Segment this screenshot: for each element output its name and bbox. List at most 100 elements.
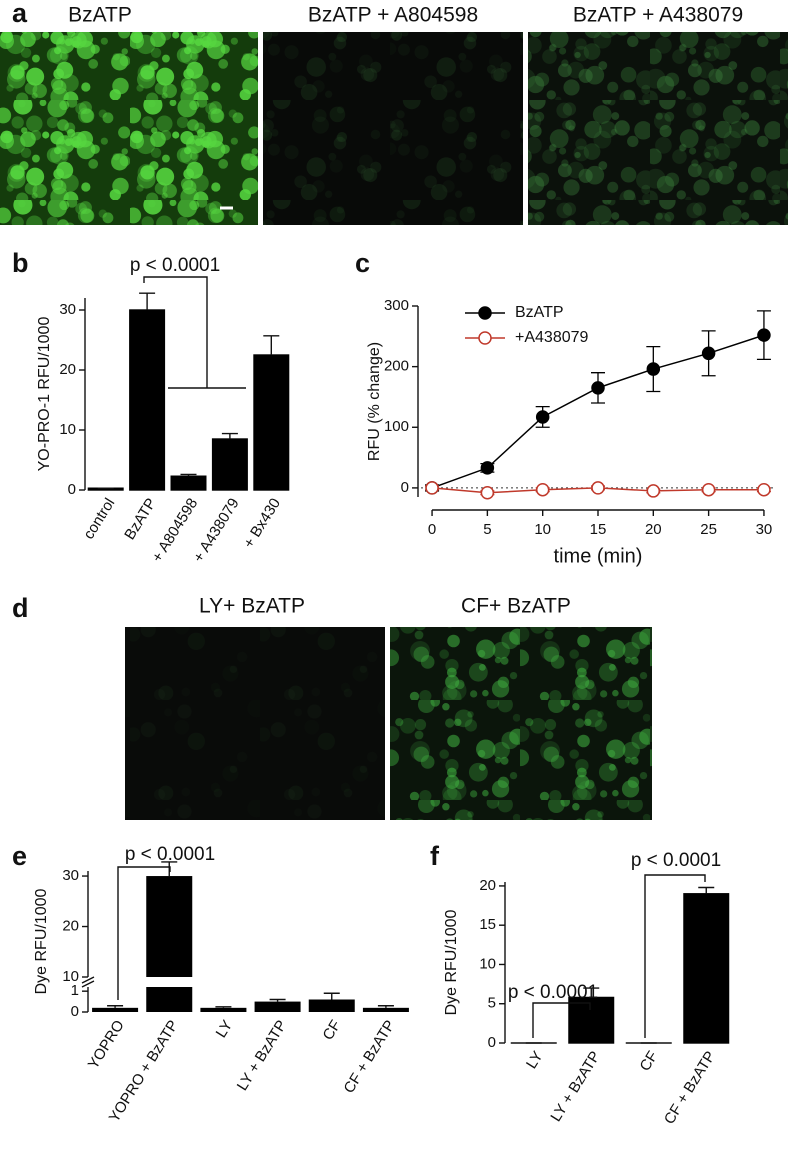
y-tick-label: 0	[401, 479, 409, 496]
x-tick-label: + Bx430	[240, 495, 284, 551]
x-tick-label: 20	[645, 521, 662, 538]
error-bar	[107, 1005, 124, 1008]
y-axis-label: YO-PRO-1 RFU/1000	[36, 317, 53, 472]
x-tick-label: CF + BzATP	[661, 1048, 719, 1127]
legend-marker	[478, 306, 492, 320]
error-bar	[583, 987, 600, 998]
x-tick-label: CF	[636, 1048, 661, 1074]
error-bar	[161, 861, 178, 877]
bar	[211, 438, 248, 491]
y-tick-label: 20	[59, 361, 76, 378]
y-axis-label: RFU (% change)	[366, 342, 383, 461]
panel-label: a	[12, 0, 28, 28]
error-bar	[377, 1005, 394, 1008]
error-bar	[221, 432, 238, 439]
y-tick-label: 20	[479, 877, 496, 894]
micrograph	[0, 32, 258, 225]
micrograph	[125, 627, 385, 820]
y-tick-label: 100	[384, 418, 409, 435]
x-tick-label: 30	[756, 521, 773, 538]
x-tick-label: LY	[523, 1048, 547, 1072]
y-tick-label: 30	[59, 301, 76, 318]
image-caption: BzATP + A438079	[573, 4, 743, 27]
y-tick-label: 0	[71, 1003, 79, 1020]
bracket	[532, 1002, 591, 1038]
marker	[757, 328, 771, 342]
bar	[253, 354, 290, 491]
y-tick-label: 10	[59, 421, 76, 438]
image-caption: BzATP + A804598	[308, 4, 478, 27]
error-bar	[180, 473, 197, 477]
bar	[683, 893, 730, 1044]
y-tick-label: 10	[479, 955, 496, 972]
error-bar	[698, 886, 715, 894]
marker	[480, 486, 495, 500]
legend-label: +A438079	[515, 329, 589, 346]
panel-label: f	[430, 841, 440, 871]
micrograph	[263, 32, 523, 225]
marker	[701, 482, 716, 497]
x-tick-label: 15	[590, 521, 607, 538]
legend-label: BzATP	[515, 304, 564, 321]
x-tick-label: CF	[319, 1017, 344, 1043]
y-tick-label: 30	[62, 867, 79, 884]
y-tick-label: 0	[488, 1034, 496, 1051]
bar	[200, 1007, 247, 1012]
bar	[308, 999, 355, 1012]
panel-label: e	[12, 841, 27, 871]
bar	[146, 876, 193, 977]
x-tick-label: LY	[213, 1017, 237, 1041]
y-tick-label: 5	[488, 995, 496, 1012]
panel-label: b	[12, 248, 29, 278]
bracket	[117, 866, 171, 1000]
y-tick-label: 1	[71, 982, 79, 999]
error-bar	[263, 335, 280, 355]
bar	[87, 487, 124, 491]
error-bar	[323, 992, 340, 1000]
bar	[92, 1007, 139, 1012]
annotation: p < 0.0001	[631, 850, 721, 871]
x-tick-label: LY + BzATP	[234, 1017, 291, 1094]
x-axis-label: time (min)	[554, 545, 643, 567]
image-caption: CF+ BzATP	[461, 595, 571, 618]
marker	[701, 346, 716, 361]
y-axis-label: Dye RFU/1000	[443, 909, 460, 1015]
marker	[535, 410, 550, 424]
x-tick-label: BzATP	[121, 495, 160, 543]
bar	[146, 987, 193, 1012]
bracket	[644, 874, 706, 1038]
error-bar	[269, 998, 286, 1002]
annotation: p < 0.0001	[125, 844, 215, 865]
error-bar	[215, 1006, 232, 1008]
error-bar	[139, 292, 156, 310]
y-axis-label: Dye RFU/1000	[33, 888, 50, 994]
annotation: p < 0.0001	[508, 982, 598, 1003]
marker	[757, 482, 771, 497]
y-tick-label: 20	[62, 917, 79, 934]
axis-break	[81, 976, 95, 988]
legend-marker	[478, 331, 492, 345]
bar	[170, 475, 207, 491]
x-tick-label: YOPRO	[85, 1017, 128, 1072]
panel-label: c	[355, 248, 370, 278]
marker	[646, 362, 661, 376]
bar	[568, 996, 615, 1044]
image-caption: BzATP	[68, 4, 132, 27]
annotation: p < 0.0001	[130, 255, 220, 276]
y-tick-label: 15	[479, 916, 496, 933]
y-tick-label: 0	[68, 481, 76, 498]
y-tick-label: 300	[384, 297, 409, 314]
y-tick-label: 10	[62, 968, 79, 985]
bar	[362, 1007, 409, 1012]
marker	[535, 482, 550, 497]
x-tick-label: 25	[700, 521, 717, 538]
marker	[480, 461, 495, 475]
micrograph	[528, 32, 788, 225]
panel-label: d	[12, 593, 29, 623]
x-tick-label: control	[80, 495, 118, 542]
bracket	[143, 276, 208, 388]
bar	[254, 1001, 301, 1012]
x-tick-label: CF + BzATP	[340, 1017, 398, 1096]
bar	[129, 309, 166, 491]
